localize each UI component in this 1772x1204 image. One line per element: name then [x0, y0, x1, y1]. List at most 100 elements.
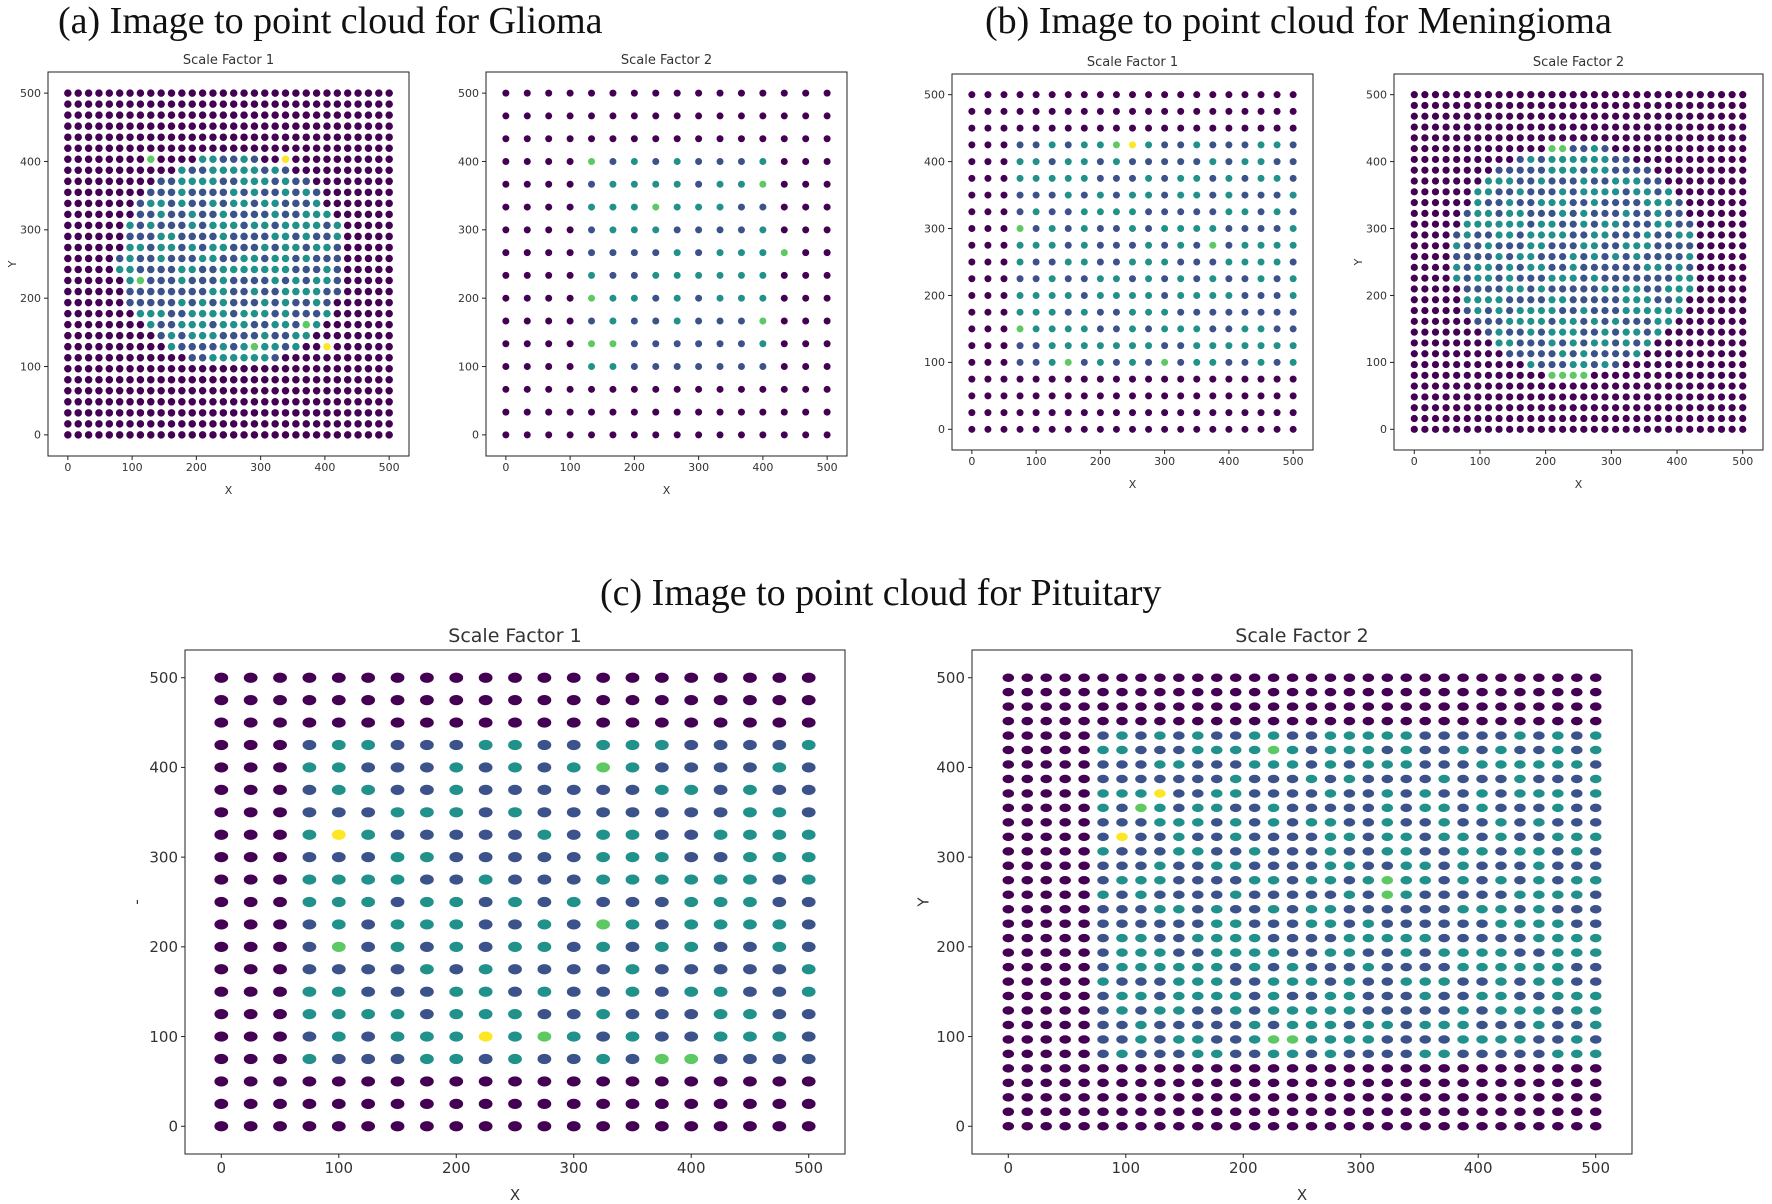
data-point [1116, 991, 1128, 1001]
data-point [1286, 948, 1299, 957]
data-point [261, 177, 269, 186]
data-point [1696, 123, 1704, 131]
data-point [157, 298, 165, 307]
data-point [84, 243, 93, 252]
data-point [1016, 241, 1024, 249]
data-point [1514, 890, 1526, 900]
data-point [1527, 404, 1535, 412]
data-point [1410, 112, 1418, 120]
data-point [1495, 977, 1507, 986]
data-point [1675, 274, 1683, 282]
data-point [1601, 317, 1609, 325]
data-point [1078, 1006, 1090, 1015]
data-point [1696, 91, 1704, 99]
data-point [229, 331, 238, 340]
data-point [84, 364, 93, 373]
data-point [1381, 962, 1394, 972]
data-point [1533, 977, 1545, 986]
data-point [364, 144, 373, 152]
data-point [625, 1053, 640, 1065]
data-point [1717, 242, 1726, 250]
data-point [566, 226, 574, 234]
data-point [1654, 360, 1662, 369]
data-point [1267, 1049, 1280, 1059]
data-point [1064, 208, 1072, 216]
data-point [1537, 134, 1546, 142]
data-point [1506, 91, 1514, 99]
data-point [1601, 263, 1609, 271]
data-point [419, 896, 434, 908]
data-point [802, 157, 810, 165]
data-point [1569, 285, 1577, 293]
data-point [1048, 291, 1056, 299]
data-point [1442, 123, 1450, 131]
data-point [178, 298, 186, 307]
data-point [449, 941, 464, 952]
data-point [1601, 252, 1609, 261]
data-point [1421, 393, 1429, 401]
data-point [772, 1076, 787, 1087]
data-point [1286, 977, 1299, 986]
data-point [1210, 948, 1223, 957]
data-point [292, 199, 300, 208]
data-point [390, 852, 405, 863]
data-point [1463, 317, 1471, 325]
data-point [1173, 673, 1185, 682]
data-point [743, 762, 757, 773]
data-point [759, 89, 767, 97]
data-point [1717, 134, 1726, 142]
data-point [64, 133, 72, 141]
data-point [331, 695, 346, 706]
data-point [261, 376, 269, 384]
data-point [523, 271, 531, 279]
data-point [312, 221, 321, 230]
data-point [240, 331, 248, 340]
data-point [1717, 220, 1726, 228]
data-point [209, 376, 217, 384]
data-point [1343, 948, 1356, 957]
data-point [1717, 209, 1726, 218]
data-point [157, 243, 165, 252]
data-point [1643, 188, 1651, 196]
data-point [1286, 847, 1299, 856]
data-point [630, 226, 638, 234]
data-point [1495, 904, 1507, 914]
data-point [1410, 296, 1418, 304]
data-point [1421, 306, 1429, 315]
data-point [375, 364, 383, 373]
data-point [780, 294, 788, 302]
data-point [1078, 991, 1090, 1001]
data-point [105, 89, 114, 97]
data-point [652, 294, 660, 302]
data-point [1548, 404, 1556, 412]
data-point [716, 317, 724, 325]
data-point [759, 112, 767, 120]
data-point [1129, 325, 1136, 333]
data-point [566, 249, 574, 257]
data-point [115, 100, 124, 108]
data-point [312, 144, 321, 152]
data-point [364, 177, 373, 186]
data-point [588, 431, 596, 439]
data-point [1696, 296, 1704, 304]
data-point [1173, 890, 1185, 900]
data-point [1032, 392, 1040, 400]
data-point [1267, 919, 1280, 928]
data-point [281, 376, 290, 384]
data-point [1059, 876, 1071, 885]
data-point [1633, 371, 1641, 379]
data-point [1431, 285, 1440, 293]
data-point [1032, 258, 1040, 266]
data-point [126, 199, 134, 208]
chart-title: Scale Factor 2 [1235, 625, 1368, 647]
data-point [1343, 818, 1356, 827]
data-point [229, 232, 238, 241]
data-point [1484, 306, 1493, 315]
data-point [1078, 760, 1090, 769]
data-point [198, 420, 207, 428]
data-point [364, 188, 373, 197]
data-point [1664, 317, 1673, 325]
data-point [198, 155, 207, 164]
data-point [1696, 220, 1704, 228]
data-point [105, 188, 114, 197]
